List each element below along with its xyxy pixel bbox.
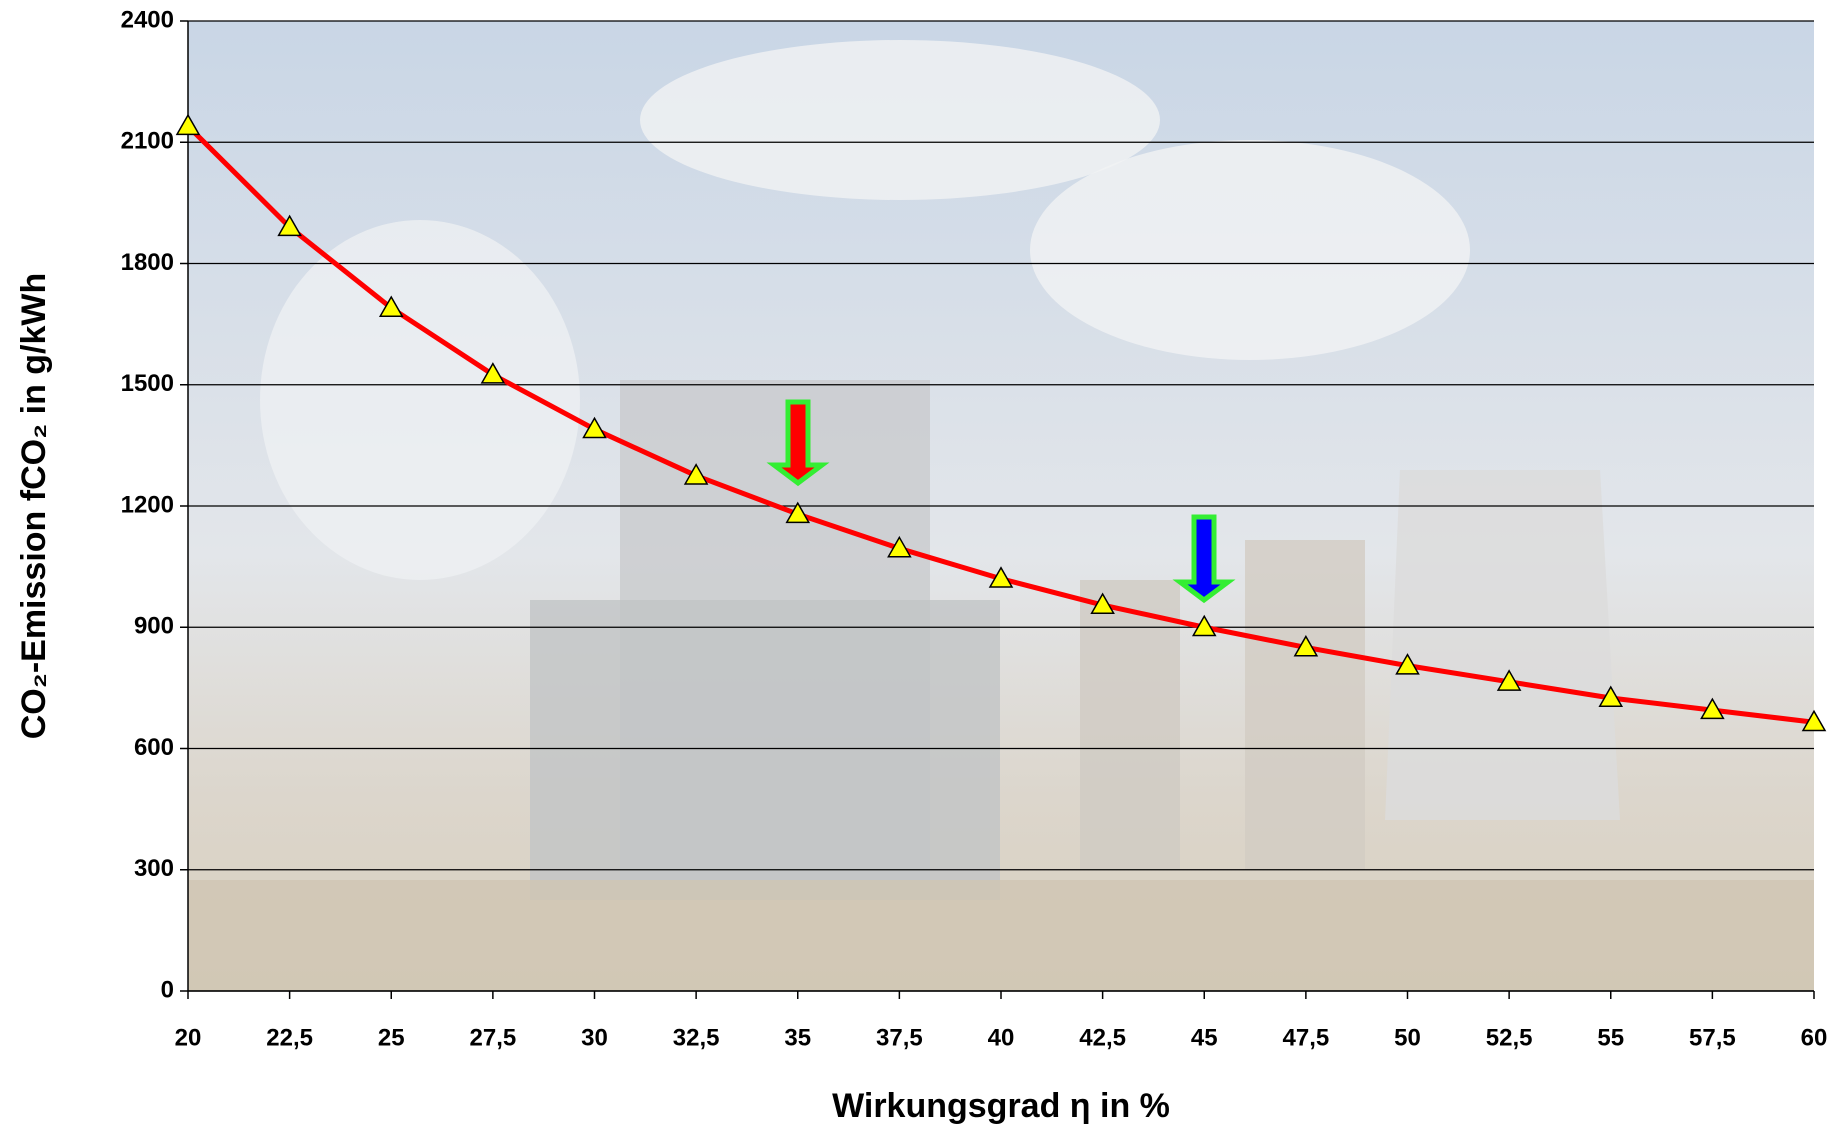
x-tick-label: 55 xyxy=(1597,1024,1624,1051)
x-tick-label: 60 xyxy=(1801,1024,1828,1051)
y-tick-label: 600 xyxy=(134,734,174,761)
x-tick-label: 45 xyxy=(1191,1024,1218,1051)
x-tick-label: 30 xyxy=(581,1024,608,1051)
y-tick-label: 1500 xyxy=(121,370,174,397)
y-tick-label: 0 xyxy=(161,976,174,1003)
x-tick-label: 52,5 xyxy=(1486,1024,1533,1051)
x-tick-label: 57,5 xyxy=(1689,1024,1736,1051)
x-tick-label: 25 xyxy=(378,1024,405,1051)
x-tick-label: 35 xyxy=(784,1024,811,1051)
page: {"chart_data": {"type": "line", "x_label… xyxy=(0,0,1847,1133)
chart: Wirkungsgrad η in % CO₂-Emission fCO₂ in… xyxy=(0,0,1847,1133)
y-tick-label: 2400 xyxy=(121,6,174,33)
x-tick-label: 40 xyxy=(988,1024,1015,1051)
y-tick-label: 300 xyxy=(134,855,174,882)
x-tick-label: 32,5 xyxy=(673,1024,720,1051)
x-tick-label: 20 xyxy=(175,1024,202,1051)
y-axis-title: CO₂-Emission fCO₂ in g/kWh xyxy=(15,273,53,740)
x-tick-label: 37,5 xyxy=(876,1024,923,1051)
y-tick-label: 1200 xyxy=(121,491,174,518)
x-tick-label: 50 xyxy=(1394,1024,1421,1051)
y-tick-label: 1800 xyxy=(121,249,174,276)
x-tick-label: 22,5 xyxy=(266,1024,313,1051)
y-tick-label: 2100 xyxy=(121,128,174,155)
y-tick-label: 900 xyxy=(134,613,174,640)
x-tick-label: 47,5 xyxy=(1283,1024,1330,1051)
x-tick-label: 42,5 xyxy=(1079,1024,1126,1051)
x-tick-label: 27,5 xyxy=(470,1024,517,1051)
x-axis-title: Wirkungsgrad η in % xyxy=(832,1087,1170,1125)
